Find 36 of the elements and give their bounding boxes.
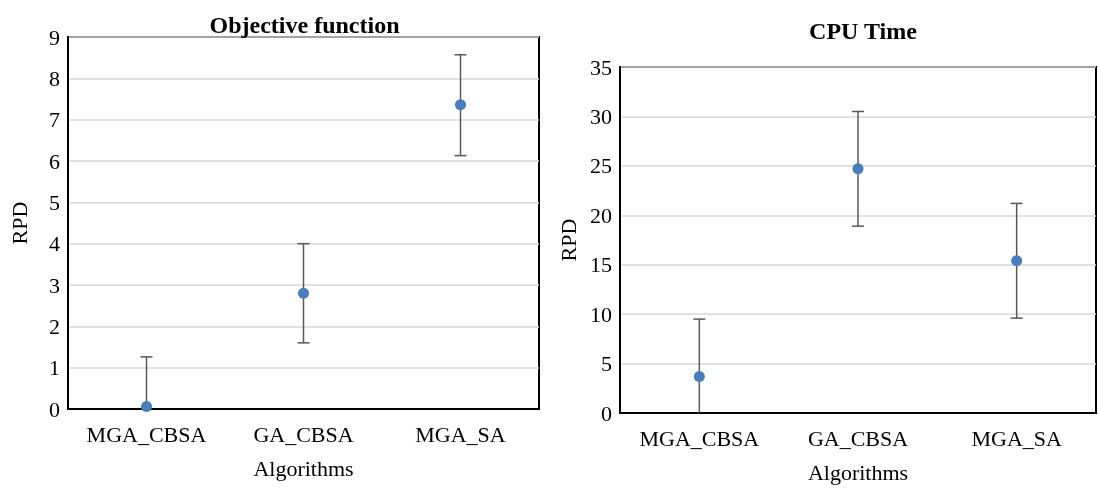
point [455, 99, 466, 111]
y-tick-label: 8 [49, 65, 60, 91]
point [852, 163, 864, 175]
y-tick-label: 7 [49, 107, 60, 133]
x-tick-label: MGA_CBSA [86, 421, 207, 447]
point [141, 401, 152, 413]
chart-title: CPU Time [809, 18, 918, 44]
y-tick-label: 0 [601, 400, 612, 426]
x-tick-label: MGA_SA [971, 425, 1062, 451]
x-axis-title: Algorithms [253, 455, 354, 481]
chart-title: Objective function [209, 12, 400, 38]
x-tick-label: MGA_CBSA [639, 425, 760, 451]
y-axis-title: RPD [6, 201, 32, 245]
y-tick-label: 5 [601, 351, 612, 377]
y-tick-label: 9 [49, 24, 60, 50]
y-tick-label: 4 [49, 231, 60, 257]
y-tick-label: 1 [49, 355, 60, 381]
x-tick-label: GA_CBSA [253, 421, 354, 447]
x-axis-title: Algorithms [807, 459, 909, 485]
point [1011, 255, 1023, 267]
y-tick-label: 0 [49, 396, 60, 422]
y-tick-label: 6 [49, 148, 60, 174]
point [298, 287, 309, 299]
y-tick-label: 3 [49, 272, 60, 298]
y-tick-label: 35 [590, 54, 612, 80]
y-tick-label: 2 [49, 313, 60, 339]
y-tick-label: 10 [590, 301, 612, 327]
y-tick-label: 30 [590, 103, 612, 129]
y-axis-title: RPD [555, 218, 581, 262]
y-tick-label: 25 [590, 153, 612, 179]
y-tick-label: 5 [49, 189, 60, 215]
y-tick-label: 15 [590, 252, 612, 278]
point [693, 370, 705, 382]
x-tick-label: GA_CBSA [807, 425, 909, 451]
y-tick-label: 20 [590, 202, 612, 228]
x-tick-label: MGA_SA [415, 421, 506, 447]
